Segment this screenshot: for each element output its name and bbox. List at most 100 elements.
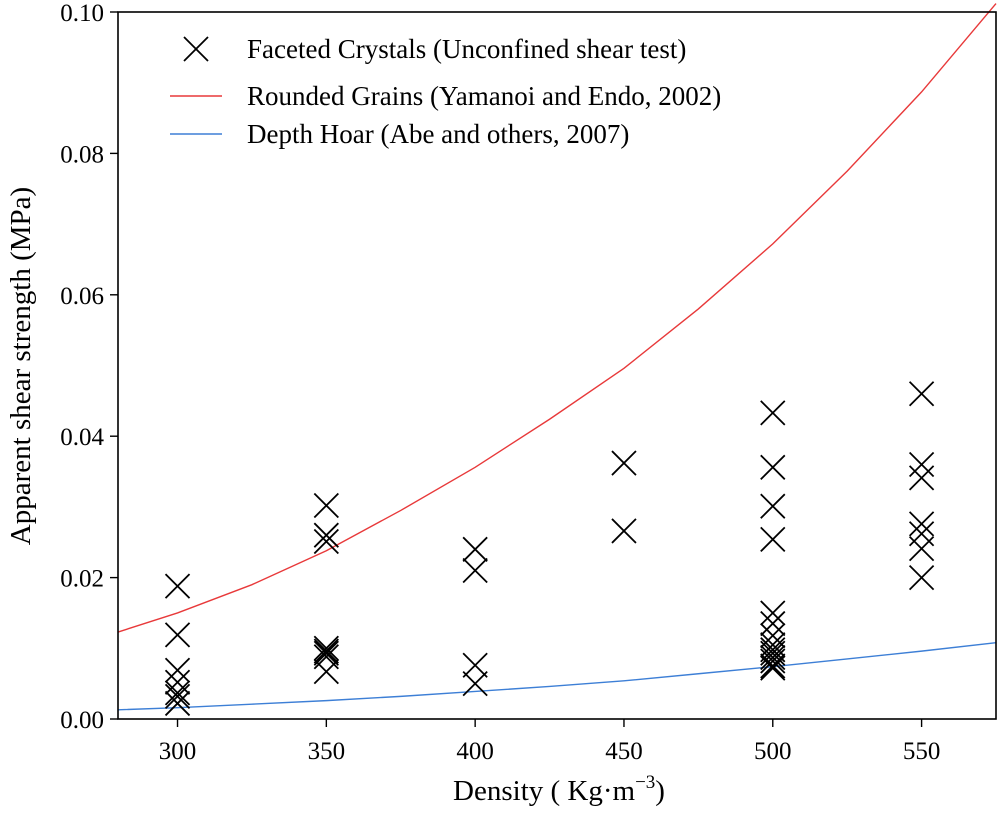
data-point-stroke (164, 690, 191, 717)
x-tick-label: 350 (308, 738, 346, 765)
data-point (611, 518, 637, 544)
data-point (164, 683, 191, 710)
x-tick-label: 400 (456, 738, 494, 765)
data-point (760, 493, 786, 519)
plot-layer (117, 3, 997, 717)
x-axis-title-exponent: −3 (635, 772, 655, 793)
x-axis-title: Density ( Kg·m−3) (453, 772, 665, 807)
y-tick-label: 0.06 (60, 283, 104, 310)
data-point-stroke (462, 536, 488, 562)
data-point-stroke (760, 655, 786, 681)
legend-entry-faceted: Faceted Crystals (Unconfined shear test) (183, 34, 686, 64)
data-point-stroke (313, 522, 339, 548)
data-point-stroke (313, 638, 339, 664)
data-point (760, 600, 786, 626)
data-point (908, 465, 935, 491)
data-point (164, 573, 191, 599)
legend-entry-rounded: Rounded Grains (Yamanoi and Endo, 2002) (170, 81, 721, 111)
data-point (313, 640, 339, 666)
data-point-stroke (908, 451, 935, 478)
data-point (908, 521, 935, 547)
data-point-stroke (760, 644, 786, 671)
data-point-stroke (313, 640, 339, 666)
data-point-stroke (164, 680, 191, 706)
data-point (908, 564, 935, 591)
data-point-stroke (164, 622, 191, 648)
x-axis-title-close: ) (655, 775, 665, 807)
data-point-stroke (164, 657, 191, 683)
data-point (164, 680, 191, 706)
data-point (760, 653, 786, 679)
data-point-stroke (313, 635, 339, 661)
data-point-stroke (462, 671, 488, 697)
legend-entry-depth-hoar: Depth Hoar (Abe and others, 2007) (170, 119, 629, 149)
legend: Faceted Crystals (Unconfined shear test)… (170, 34, 721, 149)
y-tick-label: 0.02 (60, 566, 104, 593)
data-point (313, 492, 339, 519)
data-point-stroke (760, 653, 786, 679)
data-point-stroke (908, 381, 935, 407)
data-point-stroke (462, 652, 488, 678)
data-point (164, 690, 191, 717)
data-point-stroke (760, 610, 786, 637)
data-point-stroke (313, 658, 339, 685)
data-point (462, 671, 488, 697)
plot-frame (117, 11, 997, 720)
legend-marker-x (183, 36, 209, 62)
series-line-2 (117, 641, 997, 711)
data-point (908, 381, 935, 407)
data-point-stroke (908, 511, 935, 537)
data-point (611, 450, 637, 476)
legend-label-faceted: Faceted Crystals (Unconfined shear test) (247, 34, 686, 64)
axis-layer: 300 350 400 450 500 550 0.00 0.02 0.04 0.06 0.08 0.… (60, 0, 997, 765)
data-point (313, 658, 339, 685)
y-tick-label: 0.00 (60, 707, 104, 734)
data-point-stroke (760, 622, 786, 649)
data-point (908, 535, 935, 562)
data-point (760, 454, 786, 480)
data-point-stroke (760, 526, 786, 553)
data-point-stroke (760, 493, 786, 519)
data-point (908, 511, 935, 537)
data-point-stroke (908, 465, 935, 491)
data-point-stroke (760, 400, 786, 426)
data-point (760, 648, 786, 674)
data-point (313, 528, 339, 555)
y-tick-label: 0.10 (60, 0, 104, 27)
data-point (164, 657, 191, 683)
x-axis-title-main: Density ( Kg·m (453, 775, 635, 807)
data-point-stroke (760, 600, 786, 626)
data-point (313, 635, 339, 661)
data-point-stroke (164, 669, 191, 695)
data-point-stroke (760, 648, 786, 674)
x-tick-label: 550 (903, 738, 941, 765)
data-point-stroke (760, 454, 786, 480)
data-point (908, 451, 935, 478)
legend-label-rounded: Rounded Grains (Yamanoi and Endo, 2002) (247, 81, 721, 111)
legend-label-depth-hoar: Depth Hoar (Abe and others, 2007) (247, 119, 629, 149)
data-point-stroke (164, 573, 191, 599)
data-point (760, 644, 786, 671)
y-axis-title: Apparent shear strength (MPa) (5, 187, 37, 545)
data-point (760, 400, 786, 426)
data-point (462, 557, 488, 584)
data-point (164, 669, 191, 695)
data-point (760, 655, 786, 681)
data-point-stroke (313, 528, 339, 555)
x-tick-label: 300 (159, 738, 197, 765)
y-tick-label: 0.08 (60, 141, 104, 168)
x-tick-label: 450 (605, 738, 643, 765)
data-point (462, 536, 488, 562)
data-point-stroke (313, 492, 339, 519)
data-point-stroke (908, 564, 935, 591)
data-point (760, 526, 786, 553)
data-point (313, 522, 339, 548)
data-point (462, 652, 488, 678)
data-point-stroke (908, 535, 935, 562)
x-tick-label: 500 (754, 738, 792, 765)
data-point (313, 638, 339, 664)
data-point-stroke (462, 557, 488, 584)
data-point-stroke (611, 450, 637, 476)
data-point (164, 622, 191, 648)
